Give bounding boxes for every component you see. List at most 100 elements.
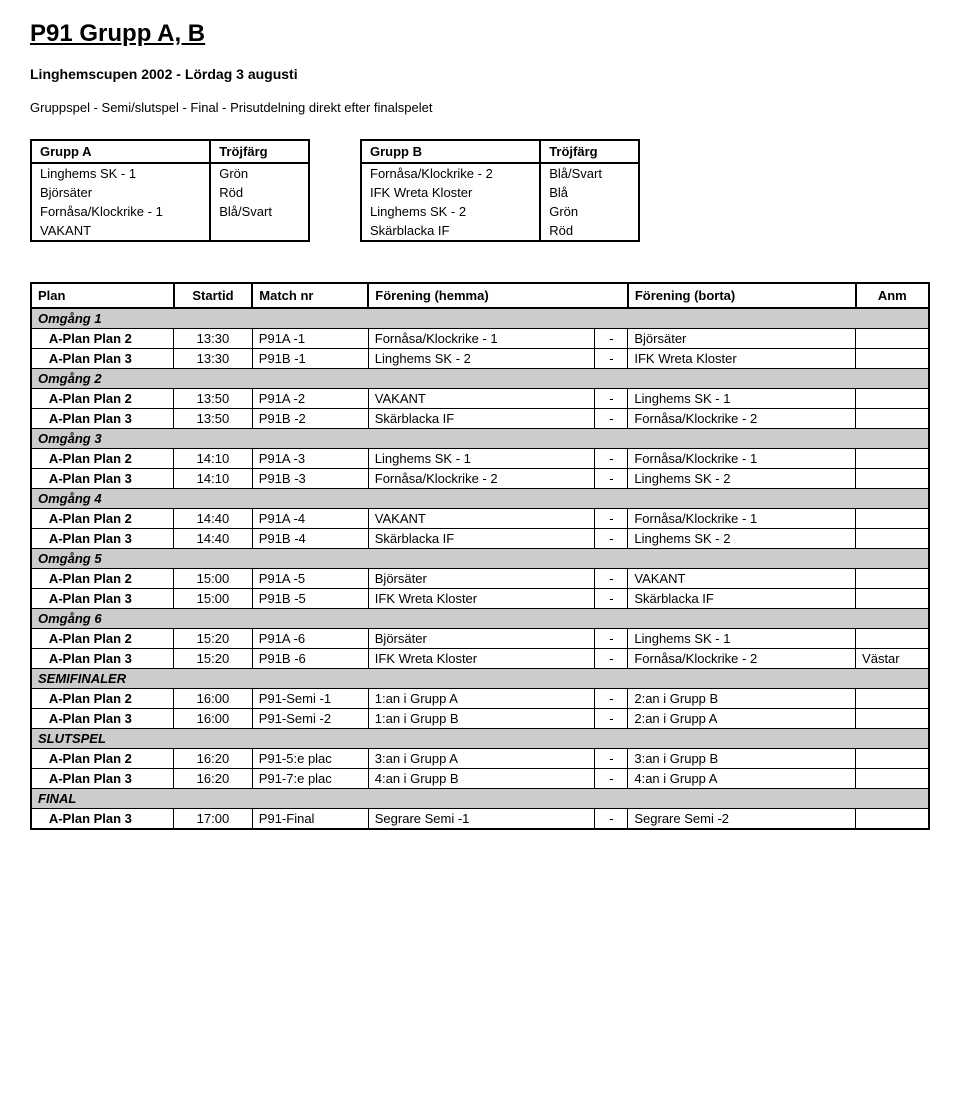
dash: - — [595, 329, 628, 349]
match-anm — [856, 349, 929, 369]
match-away: Skärblacka IF — [628, 589, 856, 609]
match-nr: P91-Semi -1 — [252, 689, 368, 709]
match-anm — [856, 509, 929, 529]
round-label: Omgång 6 — [31, 609, 929, 629]
match-start: 13:50 — [174, 389, 253, 409]
match-row: A-Plan Plan 215:20P91A -6Björsäter-Lingh… — [31, 629, 929, 649]
match-nr: P91-Final — [252, 809, 368, 830]
match-row: A-Plan Plan 216:00P91-Semi -11:an i Grup… — [31, 689, 929, 709]
match-row: A-Plan Plan 216:20P91-5:e plac3:an i Gru… — [31, 749, 929, 769]
match-nr: P91A -6 — [252, 629, 368, 649]
round-label: Omgång 4 — [31, 489, 929, 509]
groups-row: Grupp ATröjfärgLinghems SK - 1GrönBjörsä… — [30, 139, 930, 242]
dash: - — [595, 809, 628, 830]
round-row: Omgång 3 — [31, 429, 929, 449]
match-start: 13:50 — [174, 409, 253, 429]
group-row: VAKANT — [31, 221, 309, 241]
match-away: 4:an i Grupp A — [628, 769, 856, 789]
match-start: 15:00 — [174, 569, 253, 589]
round-label: Omgång 5 — [31, 549, 929, 569]
dash: - — [595, 389, 628, 409]
match-plan: A-Plan Plan 3 — [31, 649, 174, 669]
match-plan: A-Plan Plan 3 — [31, 769, 174, 789]
round-row: Omgång 1 — [31, 308, 929, 329]
match-away: IFK Wreta Kloster — [628, 349, 856, 369]
subtitle: Linghemscupen 2002 - Lördag 3 augusti — [30, 66, 930, 82]
group-row: Linghems SK - 1Grön — [31, 163, 309, 183]
match-anm — [856, 449, 929, 469]
team-color: Röd — [540, 221, 639, 241]
page-title: P91 Grupp A, B — [30, 20, 930, 48]
match-row: A-Plan Plan 316:20P91-7:e plac4:an i Gru… — [31, 769, 929, 789]
match-plan: A-Plan Plan 3 — [31, 529, 174, 549]
match-nr: P91A -2 — [252, 389, 368, 409]
match-away: Fornåsa/Klockrike - 1 — [628, 509, 856, 529]
header-matchnr: Match nr — [252, 283, 368, 308]
match-row: A-Plan Plan 316:00P91-Semi -21:an i Grup… — [31, 709, 929, 729]
round-row: Omgång 2 — [31, 369, 929, 389]
dash: - — [595, 509, 628, 529]
header-borta: Förening (borta) — [628, 283, 856, 308]
team-color — [210, 221, 309, 241]
match-row: A-Plan Plan 314:40P91B -4Skärblacka IF-L… — [31, 529, 929, 549]
match-anm — [856, 689, 929, 709]
match-row: A-Plan Plan 313:50P91B -2Skärblacka IF-F… — [31, 409, 929, 429]
match-away: 2:an i Grupp B — [628, 689, 856, 709]
dash: - — [595, 649, 628, 669]
match-anm — [856, 569, 929, 589]
match-row: A-Plan Plan 214:10P91A -3Linghems SK - 1… — [31, 449, 929, 469]
match-start: 16:20 — [174, 749, 253, 769]
team-name: Björsäter — [31, 183, 210, 202]
group-row: BjörsäterRöd — [31, 183, 309, 202]
match-start: 13:30 — [174, 349, 253, 369]
round-label: SEMIFINALER — [31, 669, 929, 689]
match-plan: A-Plan Plan 2 — [31, 449, 174, 469]
match-home: Fornåsa/Klockrike - 1 — [368, 329, 595, 349]
match-anm — [856, 809, 929, 830]
round-row: Omgång 5 — [31, 549, 929, 569]
match-start: 15:20 — [174, 649, 253, 669]
dash: - — [595, 689, 628, 709]
dash: - — [595, 629, 628, 649]
match-plan: A-Plan Plan 3 — [31, 349, 174, 369]
match-anm — [856, 589, 929, 609]
group-table: Grupp BTröjfärgFornåsa/Klockrike - 2Blå/… — [360, 139, 640, 242]
match-row: A-Plan Plan 214:40P91A -4VAKANT-Fornåsa/… — [31, 509, 929, 529]
match-plan: A-Plan Plan 3 — [31, 589, 174, 609]
match-home: 1:an i Grupp A — [368, 689, 595, 709]
match-row: A-Plan Plan 313:30P91B -1Linghems SK - 2… — [31, 349, 929, 369]
round-row: SEMIFINALER — [31, 669, 929, 689]
match-nr: P91B -4 — [252, 529, 368, 549]
team-color: Grön — [540, 202, 639, 221]
match-nr: P91-7:e plac — [252, 769, 368, 789]
match-start: 15:20 — [174, 629, 253, 649]
round-label: FINAL — [31, 789, 929, 809]
match-row: A-Plan Plan 213:30P91A -1Fornåsa/Klockri… — [31, 329, 929, 349]
match-row: A-Plan Plan 315:20P91B -6IFK Wreta Klost… — [31, 649, 929, 669]
match-start: 14:10 — [174, 469, 253, 489]
dash: - — [595, 569, 628, 589]
match-home: 4:an i Grupp B — [368, 769, 595, 789]
dash: - — [595, 469, 628, 489]
team-name: Fornåsa/Klockrike - 1 — [31, 202, 210, 221]
match-anm — [856, 409, 929, 429]
group-row: Fornåsa/Klockrike - 2Blå/Svart — [361, 163, 639, 183]
match-plan: A-Plan Plan 2 — [31, 389, 174, 409]
schedule-table: Plan Startid Match nr Förening (hemma) F… — [30, 282, 930, 830]
match-row: A-Plan Plan 317:00P91-FinalSegrare Semi … — [31, 809, 929, 830]
round-row: Omgång 4 — [31, 489, 929, 509]
match-anm — [856, 389, 929, 409]
match-plan: A-Plan Plan 2 — [31, 629, 174, 649]
group-name-header: Grupp A — [31, 140, 210, 163]
match-nr: P91A -5 — [252, 569, 368, 589]
match-home: VAKANT — [368, 389, 595, 409]
match-row: A-Plan Plan 314:10P91B -3Fornåsa/Klockri… — [31, 469, 929, 489]
header-plan: Plan — [31, 283, 174, 308]
header-hemma: Förening (hemma) — [368, 283, 628, 308]
dash: - — [595, 589, 628, 609]
match-row: A-Plan Plan 215:00P91A -5Björsäter-VAKAN… — [31, 569, 929, 589]
match-plan: A-Plan Plan 2 — [31, 689, 174, 709]
header-startid: Startid — [174, 283, 253, 308]
round-row: Omgång 6 — [31, 609, 929, 629]
match-start: 14:40 — [174, 529, 253, 549]
